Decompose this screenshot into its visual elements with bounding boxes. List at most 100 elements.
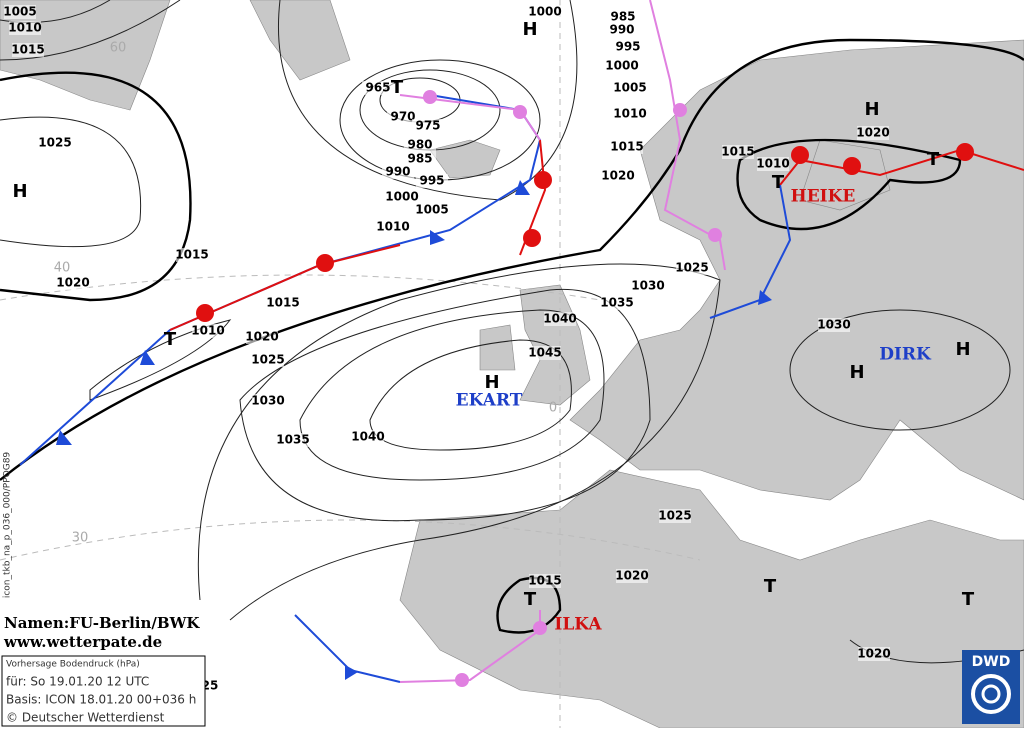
label-bg bbox=[377, 220, 409, 234]
cold-symbol bbox=[140, 350, 155, 365]
warm-front bbox=[779, 148, 1024, 186]
isobar-label: 970 bbox=[390, 110, 415, 124]
isobar-label: 1035 bbox=[276, 433, 309, 447]
cold-front bbox=[709, 184, 792, 319]
isobar-label: 1045 bbox=[528, 346, 561, 360]
isobar-label: 965 bbox=[365, 81, 390, 95]
label-bg bbox=[252, 353, 284, 367]
pressure-center: T bbox=[524, 589, 537, 610]
pressure-center: T bbox=[764, 576, 777, 597]
label-bg bbox=[602, 169, 634, 183]
isobar-label: 1010 bbox=[756, 157, 789, 171]
label-bg bbox=[57, 276, 89, 290]
pressure-center: T bbox=[772, 172, 785, 193]
isobar-label: 1010 bbox=[613, 107, 646, 121]
pressure-center: H bbox=[12, 181, 27, 202]
warm-symbol bbox=[316, 254, 334, 272]
label-bg bbox=[529, 574, 561, 588]
logo-swirl bbox=[981, 684, 1001, 704]
isobar bbox=[0, 71, 192, 302]
label-bg bbox=[529, 5, 561, 19]
system-name: ILKA bbox=[554, 615, 602, 635]
front-symbols bbox=[56, 90, 974, 687]
label-bg bbox=[246, 330, 278, 344]
isobar-label: 990 bbox=[609, 23, 634, 37]
label-bg bbox=[9, 21, 41, 35]
isobar bbox=[736, 138, 962, 231]
label-bg bbox=[614, 81, 646, 95]
label-bg bbox=[722, 145, 754, 159]
isobar-label: 1005 bbox=[613, 81, 646, 95]
label-bg bbox=[382, 165, 414, 179]
label-bg bbox=[176, 248, 208, 262]
isobar-label: 1040 bbox=[543, 312, 576, 326]
isobar-label: 985 bbox=[610, 10, 635, 24]
info-base: Basis: ICON 18.01.20 00+036 h bbox=[6, 693, 196, 707]
label-bg bbox=[39, 136, 71, 150]
graticule-line bbox=[0, 274, 601, 301]
label-bg bbox=[614, 107, 646, 121]
credit-website: www.wetterpate.de bbox=[3, 633, 162, 651]
label-bg bbox=[352, 430, 384, 444]
isobar-label: 1000 bbox=[528, 5, 561, 19]
label-bg bbox=[192, 324, 224, 338]
label-bg bbox=[416, 203, 448, 217]
label-bg bbox=[632, 279, 664, 293]
isobar-label: 995 bbox=[419, 174, 444, 188]
side-code: icon_tkb_na_p_036_000/PPOG89 bbox=[3, 452, 13, 599]
isobar-label: 1020 bbox=[615, 569, 648, 583]
info-copyright: © Deutscher Wetterdienst bbox=[6, 711, 165, 725]
pressure-center: T bbox=[391, 77, 404, 98]
graticule-label: 60 bbox=[110, 41, 127, 56]
info-valid: für: So 19.01.20 12 UTC bbox=[6, 675, 149, 689]
info-product: Vorhersage Bodendruck (hPa) bbox=[6, 660, 140, 670]
isobar bbox=[278, 0, 578, 201]
isobar-label: 1000 bbox=[385, 190, 418, 204]
pressure-center: H bbox=[955, 339, 970, 360]
isobar bbox=[239, 288, 651, 522]
label-bg bbox=[4, 5, 36, 19]
label-bg bbox=[857, 126, 889, 140]
isobar bbox=[0, 0, 181, 61]
occlusion-symbol bbox=[708, 228, 722, 242]
cold-symbol bbox=[515, 180, 530, 195]
label-bg bbox=[606, 23, 638, 37]
occlusion-symbol bbox=[455, 673, 469, 687]
isobar-label: 1015 bbox=[610, 140, 643, 154]
isobar-label: 1015 bbox=[266, 296, 299, 310]
label-bg bbox=[818, 318, 850, 332]
label-bg bbox=[12, 43, 44, 57]
label-bg bbox=[676, 261, 708, 275]
isobar bbox=[89, 319, 232, 401]
credit-names: Namen:FU-Berlin/BWK bbox=[4, 614, 200, 632]
label-bg bbox=[601, 296, 633, 310]
pressure-center: H bbox=[849, 362, 864, 383]
labels: 1005101010151025101510209659709759809859… bbox=[3, 5, 975, 693]
system-name: HEIKE bbox=[791, 187, 856, 207]
label-bg bbox=[659, 509, 691, 523]
label-bg bbox=[416, 174, 448, 188]
isobar bbox=[0, 116, 142, 248]
occlusion bbox=[399, 610, 541, 683]
label-bg bbox=[252, 394, 284, 408]
label-bg bbox=[386, 190, 418, 204]
isobar-label: 1025 bbox=[38, 136, 71, 150]
isobar-label: 1015 bbox=[528, 574, 561, 588]
isobar-label: 1030 bbox=[631, 279, 664, 293]
label-bg bbox=[404, 152, 436, 166]
pressure-center: H bbox=[522, 19, 537, 40]
isobar bbox=[369, 339, 572, 451]
occlusion-symbol bbox=[423, 90, 437, 104]
pressure-center: T bbox=[164, 329, 177, 350]
isobar-label: 1035 bbox=[600, 296, 633, 310]
occlusion-symbol bbox=[513, 105, 527, 119]
graticule-line bbox=[0, 519, 701, 561]
isobar-label: 1025 bbox=[251, 353, 284, 367]
isobar-label: 1020 bbox=[601, 169, 634, 183]
isobars bbox=[0, 0, 1024, 664]
info-box bbox=[1, 655, 206, 727]
warm-symbol bbox=[523, 229, 541, 247]
label-bg bbox=[616, 569, 648, 583]
cold-symbol bbox=[758, 290, 772, 305]
